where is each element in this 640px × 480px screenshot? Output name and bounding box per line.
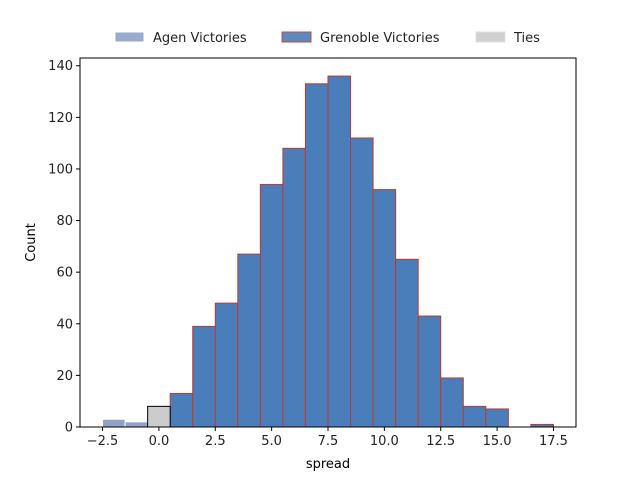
legend: Agen Victories Grenoble Victories Ties bbox=[114, 31, 540, 46]
legend-swatch-ties bbox=[475, 31, 506, 43]
bar-grenoble-victories-11 bbox=[417, 315, 442, 428]
x-tick-label: −2.5 bbox=[87, 434, 119, 449]
bar-grenoble-victories-3 bbox=[237, 253, 261, 428]
bars-group bbox=[102, 75, 554, 428]
y-tick-label: 80 bbox=[56, 214, 73, 229]
legend-swatch-grenoble-victories bbox=[281, 31, 312, 43]
bar-grenoble-victories-10 bbox=[395, 258, 419, 428]
x-tick-label: 12.5 bbox=[426, 434, 455, 449]
x-axis: −2.5 0.0 2.5 5.0 7.5 10.0 12.5 15.0 17.5 bbox=[87, 427, 568, 449]
bar-grenoble-victories-1 bbox=[192, 325, 216, 428]
y-tick-label: 20 bbox=[56, 369, 73, 384]
y-tick-label: 120 bbox=[48, 111, 73, 126]
bar-agen-victories-1 bbox=[124, 421, 149, 428]
x-tick-label: 5.0 bbox=[261, 434, 282, 449]
y-axis-title: Count bbox=[24, 223, 39, 262]
bar-agen-victories-0 bbox=[102, 418, 126, 428]
bar-grenoble-victories-9 bbox=[372, 189, 397, 428]
bar-grenoble-victories-6 bbox=[304, 83, 329, 428]
x-tick-label: 17.5 bbox=[539, 434, 568, 449]
y-tick-label: 0 bbox=[65, 421, 73, 436]
bar-grenoble-victories-12 bbox=[440, 377, 464, 428]
x-tick-label: 10.0 bbox=[370, 434, 399, 449]
bar-ties-0 bbox=[147, 405, 171, 428]
bar-grenoble-victories-8 bbox=[350, 137, 374, 428]
y-tick-label: 60 bbox=[56, 266, 73, 281]
x-axis-title: spread bbox=[306, 457, 350, 472]
y-tick-label: 100 bbox=[48, 162, 73, 177]
legend-label-grenoble-victories: Grenoble Victories bbox=[320, 31, 440, 46]
bar-grenoble-victories-4 bbox=[259, 183, 284, 428]
bar-grenoble-victories-14 bbox=[485, 408, 509, 428]
bar-grenoble-victories-5 bbox=[282, 147, 306, 428]
y-tick-label: 40 bbox=[56, 317, 73, 332]
y-axis: 0 20 40 60 80 100 120 140 bbox=[48, 59, 80, 436]
y-tick-label: 140 bbox=[48, 59, 73, 74]
x-tick-label: 15.0 bbox=[483, 434, 512, 449]
legend-label-ties: Ties bbox=[513, 31, 540, 46]
legend-label-agen-victories: Agen Victories bbox=[153, 31, 247, 46]
x-tick-label: 2.5 bbox=[205, 434, 226, 449]
bar-grenoble-victories-7 bbox=[327, 75, 352, 428]
bar-grenoble-victories-13 bbox=[462, 405, 487, 428]
bar-grenoble-victories-0 bbox=[169, 392, 194, 428]
x-tick-label: 0.0 bbox=[149, 434, 170, 449]
bar-grenoble-victories-2 bbox=[214, 302, 239, 428]
x-tick-label: 7.5 bbox=[318, 434, 339, 449]
legend-swatch-agen-victories bbox=[114, 31, 145, 43]
